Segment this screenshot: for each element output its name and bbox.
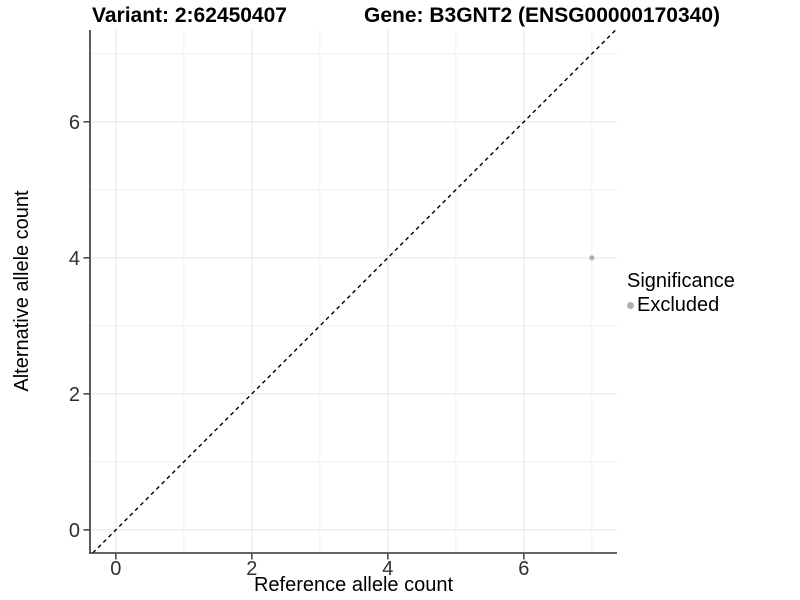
plot-title-variant: Variant: 2:62450407 bbox=[92, 4, 287, 27]
y-tick-label: 6 bbox=[69, 112, 80, 134]
x-tick-label: 6 bbox=[518, 558, 529, 580]
x-axis-label: Reference allele count bbox=[253, 574, 453, 596]
identity-dashed-line bbox=[92, 29, 617, 554]
plot-title-gene: Gene: B3GNT2 (ENSG00000170340) bbox=[364, 4, 721, 27]
legend-point-icon bbox=[627, 302, 634, 309]
x-tick-label: 4 bbox=[382, 558, 393, 580]
legend-entry-label: Excluded bbox=[637, 294, 720, 316]
y-tick-label: 4 bbox=[69, 248, 80, 270]
x-tick-label: 0 bbox=[110, 558, 121, 580]
y-tick-label: 2 bbox=[69, 384, 80, 406]
x-tick-label: 2 bbox=[246, 558, 257, 580]
data-point bbox=[589, 255, 595, 261]
y-axis-label: Alternative allele count bbox=[11, 190, 33, 392]
y-tick-label: 0 bbox=[69, 520, 80, 542]
legend-entry-excluded: Excluded bbox=[627, 294, 735, 317]
legend-title: Significance bbox=[627, 270, 735, 292]
legend: Significance Excluded bbox=[627, 269, 735, 317]
